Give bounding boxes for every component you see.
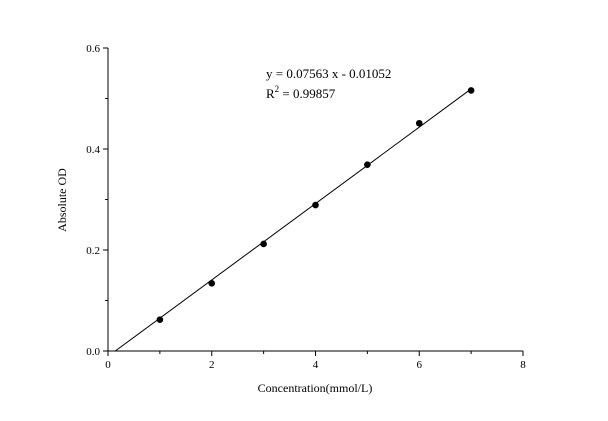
data-point <box>467 87 475 94</box>
x-tick-label: 6 <box>417 359 423 371</box>
data-point <box>260 240 267 248</box>
y-tick-label: 0.6 <box>86 43 100 55</box>
x-axis-title: Concentration(mmol/L) <box>258 381 373 395</box>
x-tick-label: 2 <box>209 359 215 371</box>
data-point <box>208 280 216 287</box>
y-tick-label: 0.2 <box>86 245 100 257</box>
ticks: 0 2 4 6 8 0.0 0.2 0.4 0.6 <box>86 43 526 371</box>
fit-line-group <box>114 88 472 352</box>
r-squared-exponent: 2 <box>275 84 280 94</box>
x-tick-label: 8 <box>520 359 526 371</box>
r-squared-value: = 0.99857 <box>279 86 336 101</box>
data-points <box>156 87 475 323</box>
data-point <box>156 316 164 323</box>
equation-annotation: y = 0.07563 x - 0.01052 <box>266 66 391 81</box>
data-point <box>415 119 423 127</box>
y-tick-label: 0.4 <box>86 144 100 156</box>
x-tick-label: 0 <box>105 359 111 371</box>
data-point <box>312 201 319 209</box>
y-tick-label: 0.0 <box>86 346 100 358</box>
data-point <box>364 161 371 168</box>
x-tick-label: 4 <box>313 359 319 371</box>
y-axis-title: Absolute OD <box>55 168 69 232</box>
r-squared-annotation: R2 = 0.99857 <box>266 84 336 101</box>
r-squared-prefix: R <box>266 86 275 101</box>
fit-line <box>114 88 472 352</box>
